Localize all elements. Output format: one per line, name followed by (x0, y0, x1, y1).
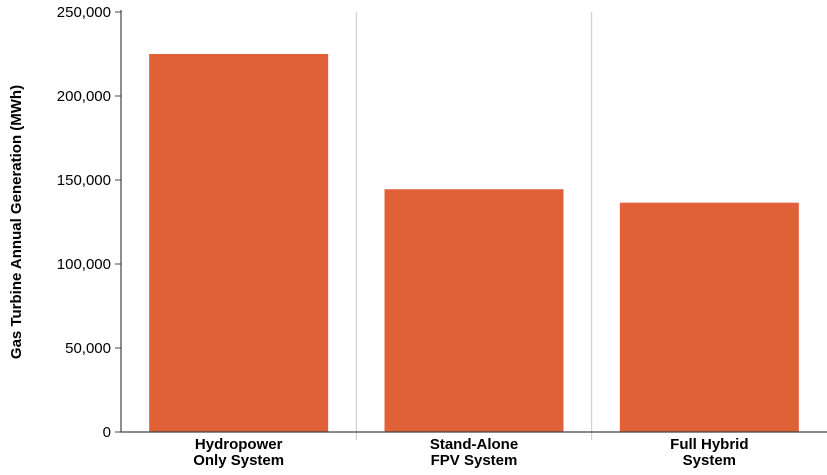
x-tick-label: Hydropower Only System (193, 436, 284, 469)
bars-group (149, 54, 799, 432)
y-tick-label: 50,000 (65, 340, 111, 357)
y-tick-label: 150,000 (57, 172, 111, 189)
x-tick-label: Full Hybrid System (670, 436, 748, 469)
grid-lines (355, 12, 593, 440)
bar (149, 54, 329, 432)
y-tick-label: 100,000 (57, 256, 111, 273)
y-tick-label: 0 (103, 424, 111, 441)
bar (619, 202, 799, 432)
y-tick-label: 200,000 (57, 88, 111, 105)
x-tick-label: Stand-Alone FPV System (430, 436, 518, 469)
y-axis-ticks: 0 50,000 100,000 150,000 200,000 250,000 (57, 4, 121, 441)
bar (384, 189, 564, 432)
y-axis-label: Gas Turbine Annual Generation (MWh) (8, 85, 25, 359)
x-axis-labels: Hydropower Only System Stand-Alone FPV Syst… (193, 436, 748, 469)
y-tick-label: 250,000 (57, 4, 111, 21)
